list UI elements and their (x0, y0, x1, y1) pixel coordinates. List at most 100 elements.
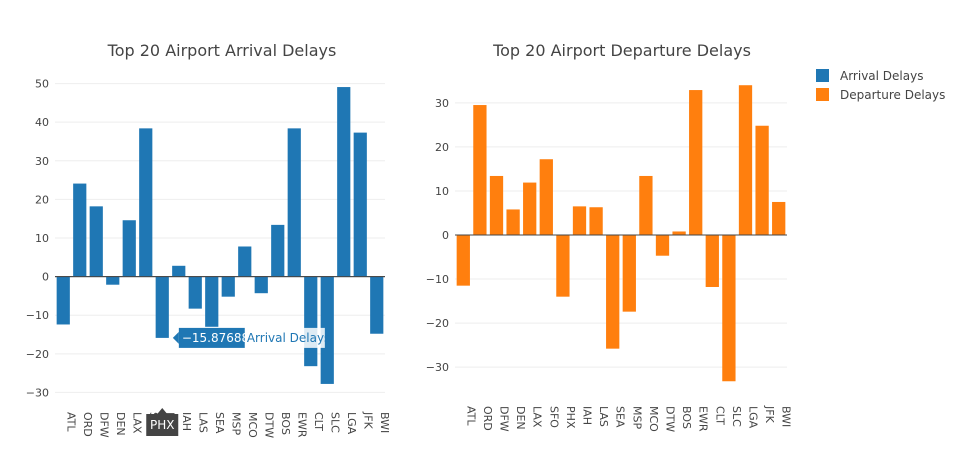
departure-x-tick-label: DEN (514, 406, 527, 430)
departure-bar-clt[interactable] (705, 235, 719, 287)
arrival-bar-atl[interactable] (56, 276, 70, 325)
departure-bar-dfw[interactable] (489, 175, 504, 235)
departure-x-tick-label: SFO (547, 406, 560, 428)
departure-bar-den[interactable] (506, 209, 520, 235)
arrival-delays-chart: Top 20 Airport Arrival Delays −30 −20 −10 0… (26, 41, 391, 438)
departure-y-tick-label: −30 (426, 361, 449, 374)
departure-y-tick-label: 0 (442, 229, 449, 242)
departure-bar-phx[interactable] (556, 235, 570, 297)
arrival-bar-las[interactable] (188, 276, 202, 309)
departure-bar-dtw[interactable] (655, 235, 670, 256)
departure-x-tick-label: BWI (780, 406, 793, 427)
arrival-bar-clt[interactable] (304, 276, 318, 367)
arrival-bar-phx[interactable] (155, 276, 169, 338)
hover-value: −15.87688 (182, 331, 249, 345)
arrival-bar-msp[interactable] (221, 276, 235, 297)
departure-bar-ewr[interactable] (689, 90, 703, 235)
departure-bar-bwi[interactable] (772, 201, 786, 235)
arrival-x-tick-label: DTW (262, 412, 275, 438)
departure-x-tick-label: LAX (531, 406, 544, 428)
arrival-bar-bos[interactable] (271, 224, 285, 277)
departure-y-tick-label: −20 (426, 317, 449, 330)
departure-bar-jfk[interactable] (755, 125, 769, 235)
legend-item-departure[interactable]: Departure Delays (816, 88, 945, 102)
arrival-chart-title: Top 20 Airport Arrival Delays (107, 41, 337, 60)
arrival-bar-ord[interactable] (73, 183, 87, 277)
departure-bar-atl[interactable] (456, 235, 470, 286)
arrival-bar-mco[interactable] (238, 246, 252, 277)
departure-bar-iah[interactable] (572, 206, 587, 235)
arrival-x-tick-label: BWI (378, 412, 391, 433)
departure-bar-sfo[interactable] (539, 159, 553, 235)
arrival-bar-lax[interactable] (122, 220, 136, 277)
legend-swatch-departure (816, 88, 829, 101)
arrival-bar-bwi[interactable] (370, 276, 384, 334)
departure-bar-lga[interactable] (738, 85, 753, 235)
arrival-y-tick-label: 10 (35, 232, 49, 245)
arrival-x-ticks: ATLORDDFWDENLAXSFOPHXIAHLASSEAMSPMCODTWB… (64, 411, 391, 438)
departure-bars[interactable] (455, 85, 787, 382)
hover-tooltip: −15.87688 Arrival Delays PHX (146, 327, 330, 436)
departure-x-tick-label: MSP (630, 406, 643, 429)
departure-y-tick-label: 10 (435, 185, 449, 198)
arrival-x-tick-label: EWR (295, 412, 308, 438)
departure-x-tick-label: BOS (680, 406, 693, 429)
arrival-y-tick-label: −30 (26, 386, 49, 399)
hover-series-box (244, 327, 325, 348)
arrival-bar-jfk[interactable] (353, 132, 367, 277)
departure-y-tick-label: −10 (426, 273, 449, 286)
hover-pointer (172, 331, 179, 344)
departure-y-tick-label: 20 (435, 141, 449, 154)
arrival-bar-slc[interactable] (320, 276, 334, 384)
arrival-x-tick-label: SEA (213, 412, 226, 434)
hover-value-box (178, 327, 245, 348)
hover-x-pointer (157, 408, 168, 414)
departure-bar-ord[interactable] (473, 105, 487, 235)
hover-series-name: Arrival Delays (247, 331, 330, 345)
legend[interactable]: Arrival Delays Departure Delays (816, 69, 945, 102)
arrival-y-ticks: −30 −20 −10 0 10 20 30 40 50 (26, 78, 49, 400)
arrival-x-tick-label: DFW (97, 412, 110, 438)
arrival-y-tick-label: 20 (35, 193, 49, 206)
legend-label-departure: Departure Delays (840, 88, 945, 102)
arrival-bar-dfw[interactable] (89, 206, 103, 277)
arrival-x-tick-label: IAH (180, 412, 193, 431)
arrival-x-tick-label: BOS (279, 412, 292, 435)
departure-delays-chart: Top 20 Airport Departure Delays −30 −20 −1… (426, 41, 793, 432)
hover-x-box (146, 414, 179, 436)
arrival-x-tick-label: MSP (229, 412, 242, 435)
departure-x-tick-label: PHX (564, 406, 577, 429)
departure-x-tick-label: LGA (747, 406, 760, 429)
arrival-bars[interactable] (55, 87, 385, 384)
arrival-x-tick-label: CLT (312, 412, 325, 431)
legend-swatch-arrival (816, 69, 829, 82)
departure-x-tick-label: ATL (464, 406, 477, 426)
departure-y-ticks: −30 −20 −10 0 10 20 30 (426, 97, 449, 374)
departure-bar-sea[interactable] (606, 235, 620, 349)
arrival-bar-sea[interactable] (205, 276, 219, 327)
arrival-x-tick-label: DEN (114, 412, 127, 436)
departure-bar-lax[interactable] (523, 182, 537, 235)
legend-item-arrival[interactable]: Arrival Delays (816, 69, 923, 83)
arrival-x-tick-label: ATL (64, 412, 77, 432)
departure-x-tick-label: CLT (713, 406, 726, 425)
departure-x-tick-label: IAH (581, 406, 594, 425)
departure-bar-slc[interactable] (722, 235, 736, 382)
arrival-bar-dtw[interactable] (254, 276, 268, 294)
arrival-bar-sfo[interactable] (139, 128, 153, 277)
departure-chart-title: Top 20 Airport Departure Delays (492, 41, 751, 60)
arrival-y-tick-label: 40 (35, 116, 49, 129)
departure-bar-bos[interactable] (672, 231, 686, 235)
arrival-bar-ewr[interactable] (287, 128, 301, 277)
arrival-bar-iah[interactable] (172, 265, 186, 277)
arrival-bar-lga[interactable] (337, 87, 351, 277)
departure-bar-msp[interactable] (622, 235, 636, 312)
departure-bar-las[interactable] (589, 207, 603, 235)
arrival-bar-den[interactable] (106, 276, 120, 285)
arrival-y-tick-label: 50 (35, 78, 49, 91)
departure-bar-mco[interactable] (639, 175, 653, 235)
departure-x-tick-label: DFW (498, 406, 511, 432)
departure-x-tick-label: SLC (730, 406, 743, 427)
arrival-x-tick-label: LAX (130, 412, 143, 434)
